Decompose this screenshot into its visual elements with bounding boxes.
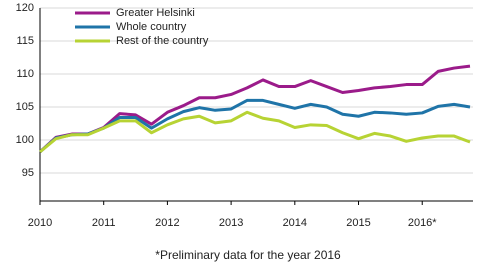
x-tick-label: 2012 bbox=[155, 217, 179, 229]
y-tick-label: 115 bbox=[16, 35, 34, 47]
legend-label: Whole country bbox=[116, 21, 187, 33]
x-tick-label: 2013 bbox=[219, 217, 243, 229]
footnote: *Preliminary data for the year 2016 bbox=[155, 248, 341, 262]
y-tick-label: 100 bbox=[16, 134, 34, 146]
x-tick-label: 2010 bbox=[28, 217, 52, 229]
y-tick-label: 120 bbox=[16, 2, 34, 14]
x-tick-label: 2014 bbox=[283, 217, 307, 229]
y-tick-label: 110 bbox=[16, 68, 34, 80]
series-line bbox=[38, 64, 471, 153]
y-tick-label: 105 bbox=[16, 101, 34, 113]
legend-label: Greater Helsinki bbox=[116, 7, 195, 19]
legend-label: Rest of the country bbox=[116, 35, 209, 47]
series-line bbox=[39, 110, 471, 154]
y-tick-label: 95 bbox=[22, 167, 34, 179]
x-tick-label: 2015 bbox=[346, 217, 370, 229]
series-line bbox=[39, 98, 471, 154]
x-tick-label: 2011 bbox=[92, 217, 116, 229]
x-tick-label: 2016* bbox=[408, 217, 437, 229]
